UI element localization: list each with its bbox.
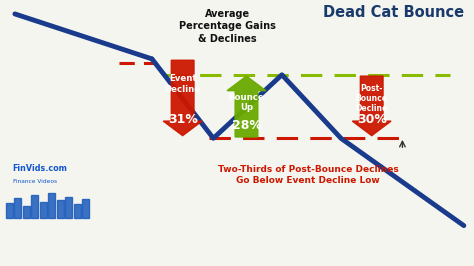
FancyArrow shape xyxy=(227,76,266,137)
FancyArrow shape xyxy=(163,60,202,136)
Text: Average
Percentage Gains
& Declines: Average Percentage Gains & Declines xyxy=(179,9,276,44)
Text: Dead Cat Bounce: Dead Cat Bounce xyxy=(323,5,464,20)
Text: 30%: 30% xyxy=(357,113,387,126)
Text: Bounce
Up: Bounce Up xyxy=(228,93,264,112)
Text: Finance Videos: Finance Videos xyxy=(12,180,56,184)
Text: 28%: 28% xyxy=(231,119,261,132)
Bar xyxy=(57,201,64,218)
Text: 31%: 31% xyxy=(168,113,198,126)
Text: FinVids.com: FinVids.com xyxy=(12,164,67,173)
FancyArrow shape xyxy=(352,76,391,136)
Bar xyxy=(31,195,38,218)
Bar xyxy=(74,205,81,218)
Bar xyxy=(65,197,72,218)
Text: Post-
Bounce
Decline: Post- Bounce Decline xyxy=(356,84,388,113)
Bar xyxy=(48,193,55,218)
Text: Two-Thirds of Post-Bounce Declines
Go Below Event Decline Low: Two-Thirds of Post-Bounce Declines Go Be… xyxy=(218,165,398,185)
Text: Event
Decline: Event Decline xyxy=(164,74,201,94)
Bar xyxy=(23,206,29,218)
Bar xyxy=(40,202,46,218)
Bar xyxy=(6,203,12,218)
Bar xyxy=(82,199,89,218)
Bar xyxy=(14,198,21,218)
